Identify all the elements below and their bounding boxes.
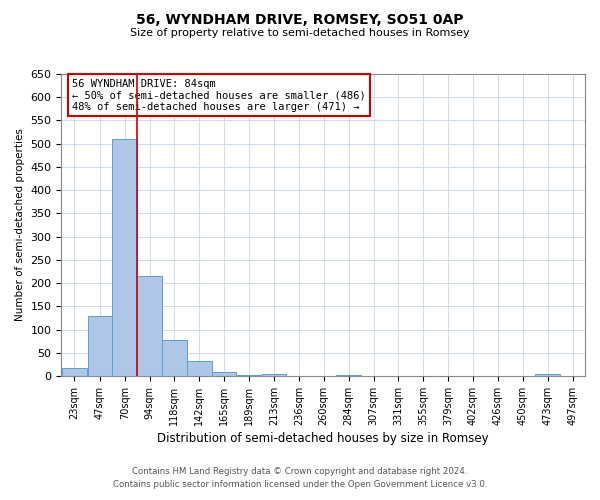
Text: 56, WYNDHAM DRIVE, ROMSEY, SO51 0AP: 56, WYNDHAM DRIVE, ROMSEY, SO51 0AP (136, 12, 464, 26)
Text: Contains HM Land Registry data © Crown copyright and database right 2024.
Contai: Contains HM Land Registry data © Crown c… (113, 468, 487, 489)
Bar (137, 276, 162, 376)
Bar (112, 139, 137, 376)
Bar (187, 360, 212, 376)
Bar (535, 374, 560, 376)
Bar (88, 316, 112, 376)
Y-axis label: Number of semi-detached properties: Number of semi-detached properties (15, 128, 25, 322)
Text: 56 WYNDHAM DRIVE: 84sqm
← 50% of semi-detached houses are smaller (486)
48% of s: 56 WYNDHAM DRIVE: 84sqm ← 50% of semi-de… (72, 78, 365, 112)
Bar (212, 372, 236, 376)
Bar (237, 374, 262, 376)
Text: Size of property relative to semi-detached houses in Romsey: Size of property relative to semi-detach… (130, 28, 470, 38)
Bar (262, 374, 286, 376)
Bar (337, 374, 361, 376)
Bar (62, 368, 87, 376)
Bar (162, 340, 187, 376)
X-axis label: Distribution of semi-detached houses by size in Romsey: Distribution of semi-detached houses by … (157, 432, 489, 445)
